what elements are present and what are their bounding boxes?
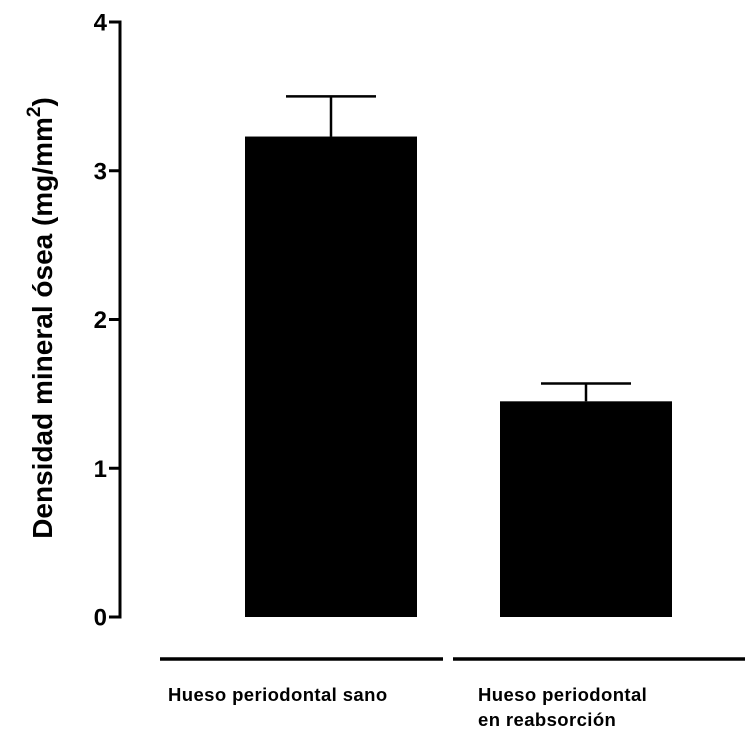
y-axis-label-close: ) <box>27 97 58 106</box>
category-label-1: Hueso periodontal en reabsorción <box>478 684 647 730</box>
y-tick-label-2: 2 <box>94 307 107 334</box>
y-axis-label-superscript: 2 <box>24 107 45 118</box>
y-tick-label-0: 0 <box>94 605 107 632</box>
y-axis-label-main: Densidad mineral ósea (mg/mm <box>27 117 58 539</box>
bar-1 <box>500 401 672 617</box>
category-labels: Hueso periodontal sano Hueso periodontal e… <box>168 684 647 730</box>
y-tick-label-4: 4 <box>94 10 108 37</box>
y-axis-label: Densidad mineral ósea (mg/mm2) <box>24 97 58 539</box>
y-tick-label-3: 3 <box>94 158 107 185</box>
error-bars <box>286 95 631 402</box>
y-ticks: 0 1 2 3 4 <box>94 10 120 632</box>
category-label-0: Hueso periodontal sano <box>168 684 388 705</box>
category-label-1-line-0: Hueso periodontal <box>478 684 647 705</box>
category-label-0-line-0: Hueso periodontal sano <box>168 684 388 705</box>
category-label-1-line-1: en reabsorción <box>478 709 616 730</box>
y-tick-label-1: 1 <box>94 456 107 483</box>
bars <box>245 136 672 617</box>
bar-0 <box>245 136 417 617</box>
